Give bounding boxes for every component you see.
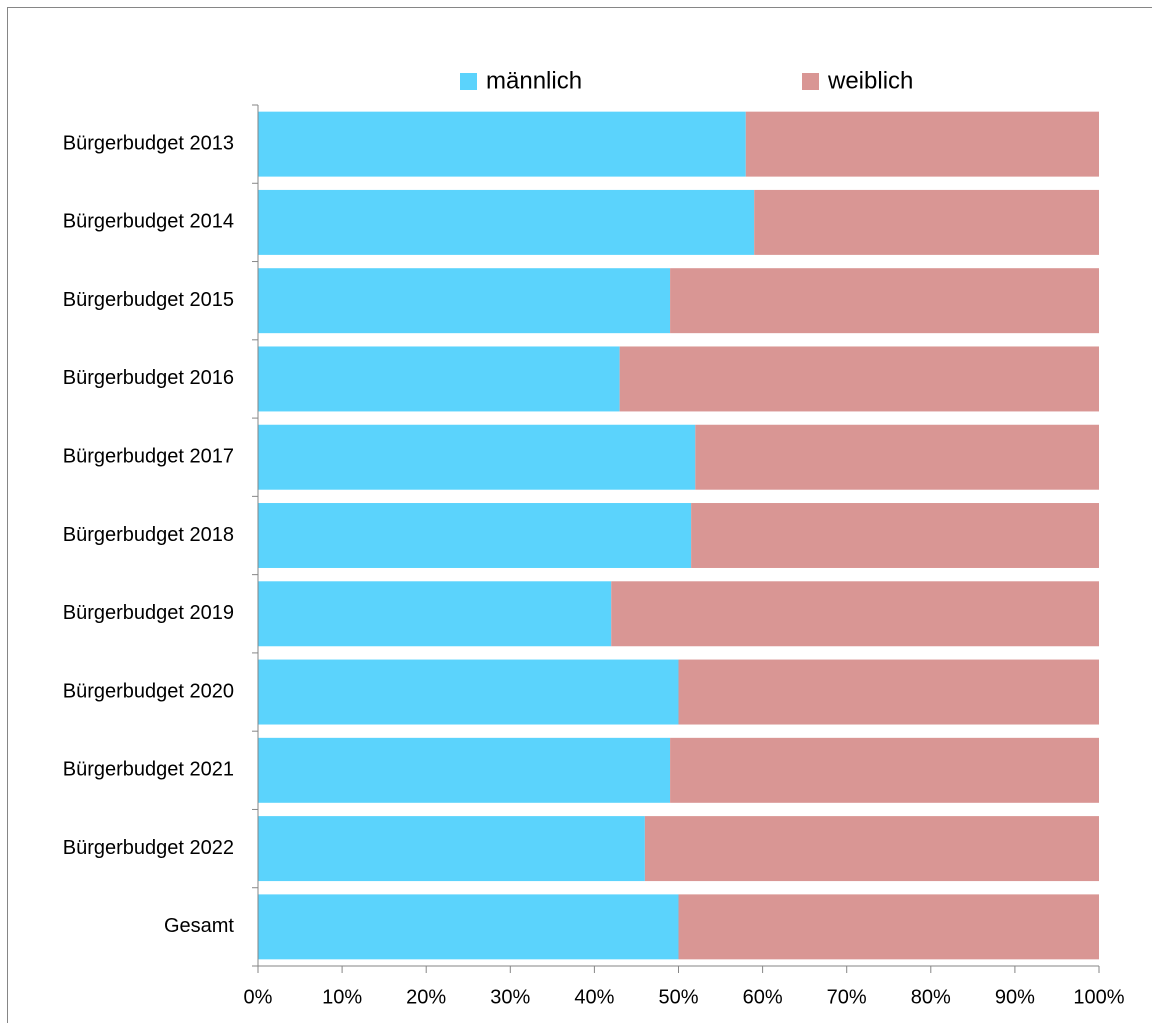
y-tick-label: Bürgerbudget 2015	[63, 289, 234, 311]
bar-segment	[258, 894, 679, 960]
x-tick-label: 80%	[911, 986, 951, 1008]
x-tick-label: 60%	[743, 986, 783, 1008]
bar-segment	[695, 424, 1099, 490]
bar-segment	[670, 268, 1099, 334]
bar-segment	[258, 737, 671, 803]
bar-segment	[678, 659, 1099, 725]
y-tick-label: Gesamt	[164, 915, 234, 937]
legend-swatch	[460, 73, 477, 90]
bar-segment	[754, 189, 1099, 255]
bar-segment	[258, 111, 746, 177]
legend-label: weiblich	[827, 67, 913, 94]
bar-segment	[258, 189, 755, 255]
y-tick-label: Bürgerbudget 2022	[63, 837, 234, 859]
bar-segment	[745, 111, 1099, 177]
bar-segment	[258, 503, 692, 568]
bar-segment	[644, 816, 1099, 882]
y-tick-label: Bürgerbudget 2018	[63, 524, 234, 546]
x-tick-label: 0%	[244, 986, 273, 1008]
bar-segment	[258, 424, 696, 490]
x-tick-label: 40%	[574, 986, 614, 1008]
x-tick-label: 90%	[995, 986, 1035, 1008]
legend-swatch	[802, 73, 819, 90]
bar-segment	[611, 581, 1099, 647]
legend-label: männlich	[486, 67, 582, 94]
y-tick-label: Bürgerbudget 2019	[63, 602, 234, 624]
bar-segment	[258, 346, 620, 412]
y-tick-label: Bürgerbudget 2020	[63, 680, 234, 702]
bar-segment	[258, 816, 645, 882]
bar-segment	[619, 346, 1099, 412]
bar-segment	[691, 503, 1099, 568]
y-tick-label: Bürgerbudget 2017	[63, 446, 234, 468]
x-tick-label: 30%	[490, 986, 530, 1008]
y-tick-label: Bürgerbudget 2016	[63, 367, 234, 389]
bar-segment	[678, 894, 1099, 960]
x-tick-label: 100%	[1073, 986, 1124, 1008]
bar-segment	[258, 659, 679, 725]
y-tick-label: Bürgerbudget 2013	[63, 132, 234, 154]
bar-segment	[670, 737, 1099, 803]
bar-segment	[258, 268, 671, 334]
y-tick-label: Bürgerbudget 2014	[63, 211, 234, 233]
bar-segment	[258, 581, 612, 647]
x-tick-label: 50%	[658, 986, 698, 1008]
x-tick-label: 10%	[322, 986, 362, 1008]
x-tick-label: 20%	[406, 986, 446, 1008]
y-tick-label: Bürgerbudget 2021	[63, 759, 234, 781]
x-tick-label: 70%	[827, 986, 867, 1008]
